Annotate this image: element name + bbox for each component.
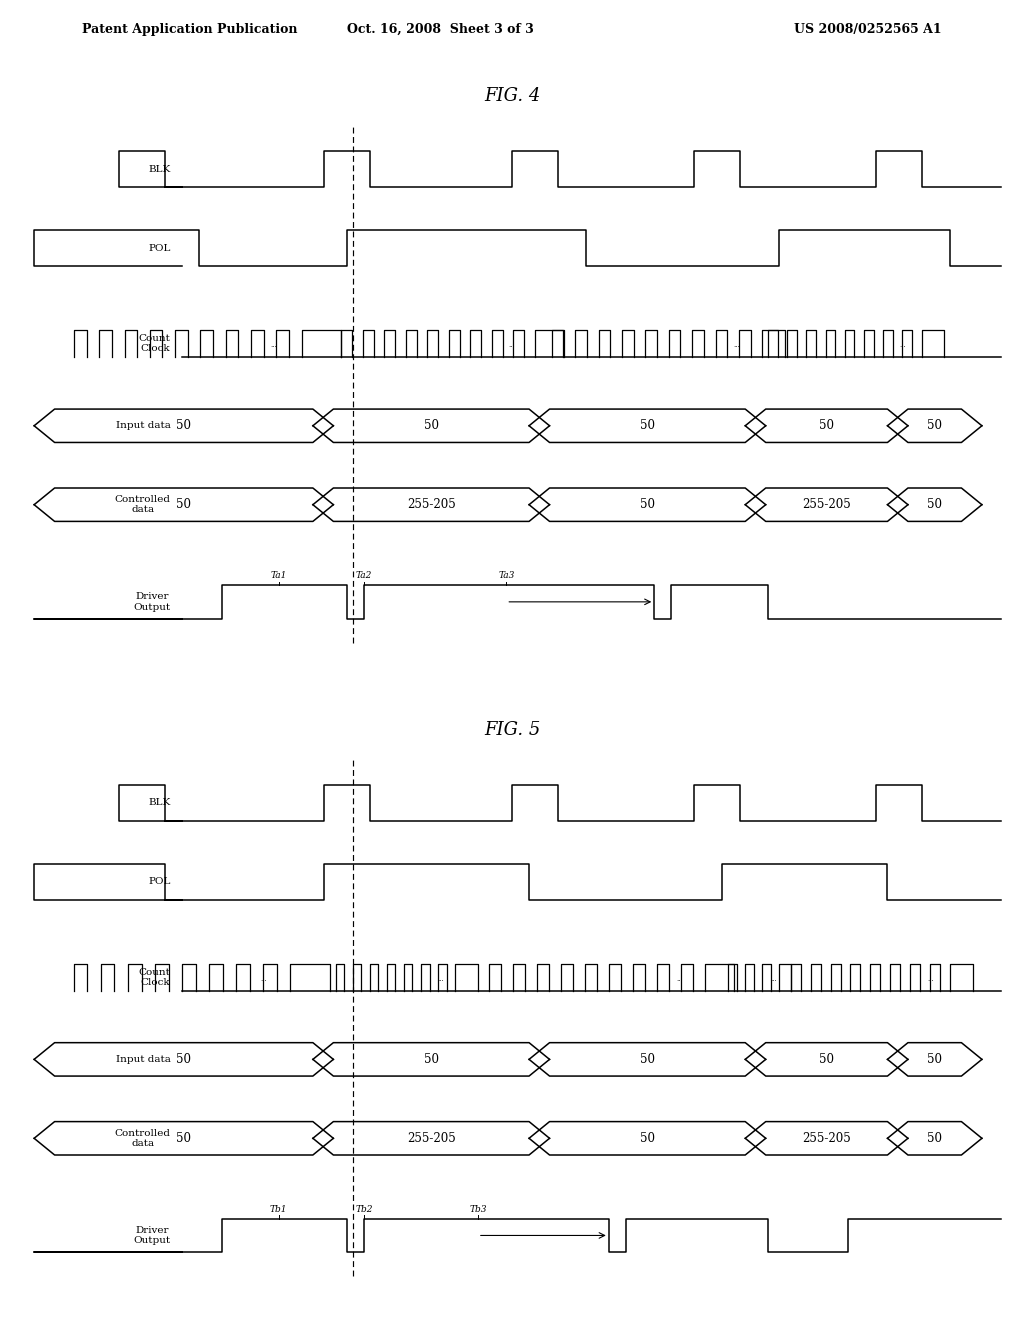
Text: Tb2: Tb2	[355, 1205, 373, 1214]
Text: ...: ...	[928, 975, 934, 983]
Text: Ta1: Ta1	[270, 572, 287, 581]
Text: ...: ...	[437, 975, 444, 983]
Text: ...: ...	[733, 342, 740, 350]
Text: 50: 50	[640, 420, 655, 432]
Text: Input data: Input data	[116, 1055, 171, 1064]
Text: Tb3: Tb3	[469, 1205, 486, 1214]
Text: 50: 50	[927, 1131, 942, 1144]
Text: 255-205: 255-205	[407, 498, 456, 511]
Text: Controlled
data: Controlled data	[115, 495, 171, 515]
Text: FIG. 4: FIG. 4	[483, 87, 541, 106]
Text: 50: 50	[640, 1131, 655, 1144]
Text: BLK: BLK	[148, 799, 171, 808]
Text: Ta2: Ta2	[356, 572, 373, 581]
Text: Input data: Input data	[116, 421, 171, 430]
Text: Patent Application Publication: Patent Application Publication	[82, 24, 297, 36]
Text: 255-205: 255-205	[407, 1131, 456, 1144]
Text: ...: ...	[900, 342, 906, 350]
Text: POL: POL	[148, 244, 171, 252]
Text: 50: 50	[176, 1053, 191, 1065]
Text: 50: 50	[640, 498, 655, 511]
Text: Tb1: Tb1	[270, 1205, 288, 1214]
Text: ...: ...	[508, 342, 515, 350]
Text: Count
Clock: Count Clock	[139, 334, 171, 354]
Text: 50: 50	[927, 498, 942, 511]
Text: 50: 50	[424, 420, 438, 432]
Text: US 2008/0252565 A1: US 2008/0252565 A1	[795, 24, 942, 36]
Text: ...: ...	[770, 975, 776, 983]
Text: ...: ...	[676, 975, 683, 983]
Text: 50: 50	[640, 1053, 655, 1065]
Text: BLK: BLK	[148, 165, 171, 174]
Text: POL: POL	[148, 878, 171, 886]
Text: 255-205: 255-205	[802, 1131, 851, 1144]
Text: Ta3: Ta3	[498, 572, 514, 581]
Text: 50: 50	[176, 1131, 191, 1144]
Text: 255-205: 255-205	[802, 498, 851, 511]
Text: Driver
Output: Driver Output	[133, 593, 171, 611]
Text: Controlled
data: Controlled data	[115, 1129, 171, 1148]
Text: Count
Clock: Count Clock	[139, 968, 171, 987]
Text: 50: 50	[424, 1053, 438, 1065]
Text: FIG. 5: FIG. 5	[483, 721, 541, 739]
Text: Driver
Output: Driver Output	[133, 1226, 171, 1245]
Text: ...: ...	[261, 975, 267, 983]
Text: 50: 50	[927, 420, 942, 432]
Text: ...: ...	[270, 342, 278, 350]
Text: 50: 50	[927, 1053, 942, 1065]
Text: 50: 50	[819, 1053, 835, 1065]
Text: Oct. 16, 2008  Sheet 3 of 3: Oct. 16, 2008 Sheet 3 of 3	[347, 24, 534, 36]
Text: 50: 50	[176, 498, 191, 511]
Text: 50: 50	[176, 420, 191, 432]
Text: 50: 50	[819, 420, 835, 432]
